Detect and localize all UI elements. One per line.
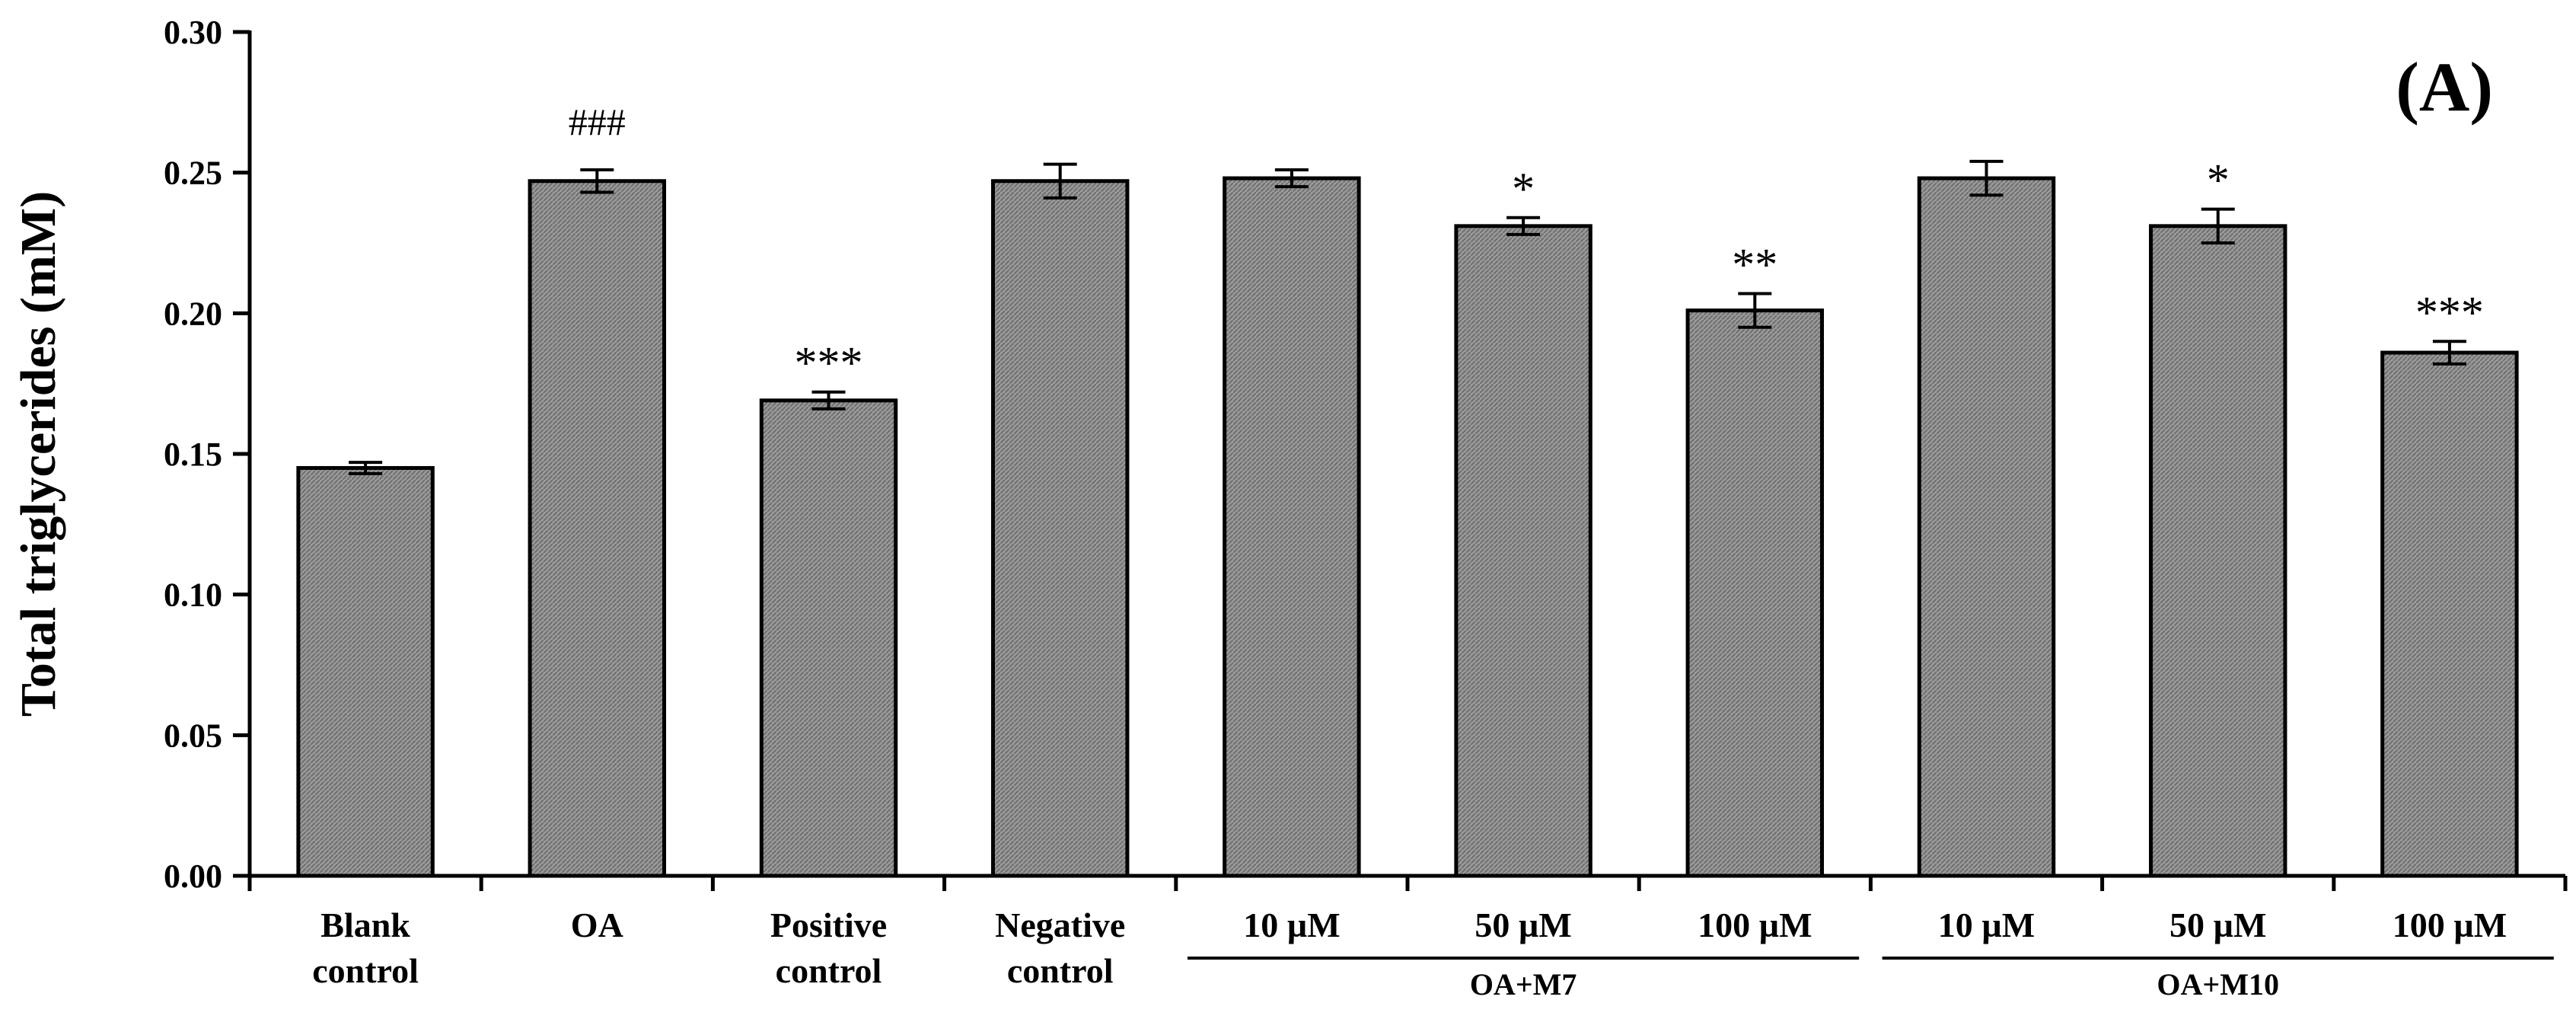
x-category-label: control <box>1007 951 1114 990</box>
x-category-label: Positive <box>770 906 887 944</box>
bar <box>1454 224 1592 878</box>
x-category-label: control <box>312 951 419 990</box>
panel-label: (A) <box>2396 48 2493 126</box>
group-label: OA+M10 <box>2157 967 2279 1001</box>
y-tick-label: 0.00 <box>164 858 222 895</box>
x-category-label: 10 µM <box>1938 906 2035 944</box>
bar <box>296 465 435 878</box>
x-category-label: 50 µM <box>1475 906 1571 944</box>
y-tick-label: 0.20 <box>164 295 222 332</box>
bar <box>528 179 667 878</box>
significance-label: *** <box>2415 287 2484 337</box>
y-axis-title: Total triglycerides (mM) <box>11 191 66 717</box>
significance-label: ### <box>569 101 626 143</box>
x-category-label: Negative <box>995 906 1125 944</box>
y-tick-label: 0.15 <box>164 436 222 473</box>
bar <box>1685 308 1825 878</box>
x-category-label: Blank <box>320 906 410 944</box>
significance-label: * <box>2207 155 2230 206</box>
x-category-label: 100 µM <box>2393 906 2507 944</box>
y-tick-label: 0.10 <box>164 577 222 614</box>
y-tick-label: 0.25 <box>164 155 222 192</box>
x-category-label: OA <box>571 906 623 944</box>
y-tick-label: 0.05 <box>164 717 222 754</box>
bar <box>759 398 898 878</box>
bar <box>2380 350 2519 878</box>
bar <box>990 179 1130 878</box>
x-category-label: 10 µM <box>1243 906 1340 944</box>
bar <box>1917 176 2056 878</box>
labels: 0.00 0.05 0.10 0.15 0.20 0.25 0.30 Total trigly… <box>11 14 2507 1001</box>
x-category-label: control <box>776 951 882 990</box>
group-label: OA+M7 <box>1470 967 1577 1001</box>
significance-label: ** <box>1732 239 1777 289</box>
bar <box>1223 176 1361 878</box>
x-category-label: 50 µM <box>2170 906 2266 944</box>
significance-label: *** <box>795 338 863 388</box>
bar <box>2148 224 2287 878</box>
bars <box>296 159 2519 878</box>
significance-label: * <box>1512 164 1535 214</box>
x-category-label: 100 µM <box>1698 906 1812 944</box>
y-tick-label: 0.30 <box>164 14 222 51</box>
